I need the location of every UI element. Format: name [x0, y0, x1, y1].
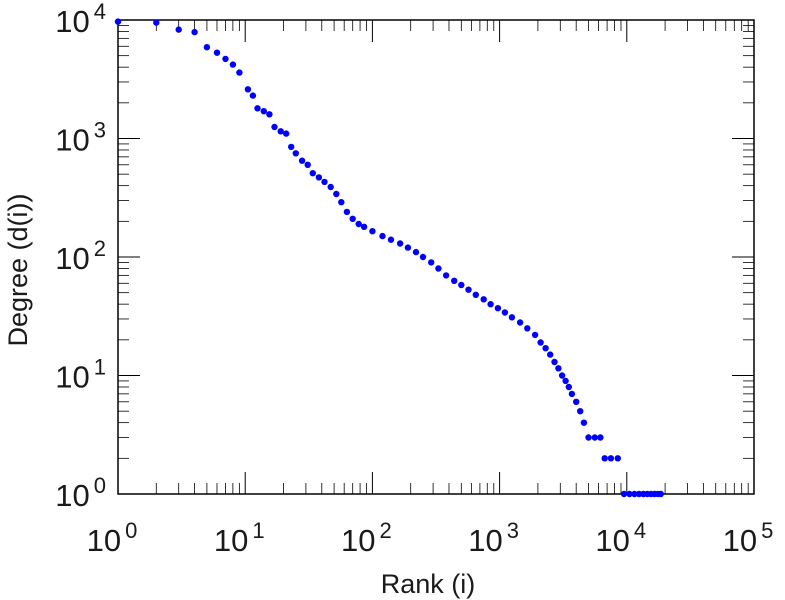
data-point [271, 123, 278, 131]
data-point [114, 18, 122, 25]
data-point [153, 19, 160, 26]
data-point [254, 105, 261, 112]
data-point [580, 419, 588, 426]
data-point [465, 286, 472, 293]
data-point [585, 434, 592, 441]
data-point [277, 128, 284, 135]
data-point [288, 143, 295, 151]
major-ticks [118, 20, 754, 494]
minor-ticks [118, 20, 754, 494]
data-point [573, 398, 580, 405]
data-point [620, 490, 628, 498]
data-point [501, 309, 509, 316]
x-tick-label: 10 3 [468, 518, 519, 558]
data-point [236, 69, 243, 76]
data-point [315, 174, 323, 181]
data-point [304, 161, 311, 168]
data-point [480, 296, 487, 303]
y-tick-label: 10 1 [55, 355, 106, 395]
data-point [435, 265, 442, 272]
x-tick-labels: 10 0 10 1 10 2 10 3 10 4 10 5 [87, 518, 774, 558]
data-point [577, 408, 584, 415]
data-point [558, 372, 566, 379]
data-point [298, 157, 306, 164]
data-point [568, 390, 576, 398]
data-point [283, 130, 290, 137]
data-point [626, 490, 633, 498]
data-point [266, 111, 273, 118]
data-point [396, 240, 404, 247]
x-tick-label: 10 4 [595, 518, 646, 558]
data-point [547, 351, 554, 358]
data-point [244, 86, 252, 93]
data-point [333, 190, 340, 198]
data-point [175, 26, 182, 33]
y-tick-label: 10 4 [55, 0, 106, 39]
data-point [537, 339, 544, 346]
x-tick-label: 10 0 [87, 518, 138, 558]
data-point [487, 301, 494, 308]
data-point [404, 244, 412, 251]
data-point [531, 331, 539, 339]
x-tick-label: 10 5 [723, 518, 774, 558]
data-point [551, 358, 558, 366]
data-point [327, 183, 334, 191]
data-point [631, 490, 638, 498]
data-point [229, 61, 237, 68]
data-point [191, 28, 198, 36]
y-tick-label: 10 3 [55, 118, 106, 158]
data-point [379, 232, 386, 240]
data-point [458, 281, 465, 289]
data-point [601, 455, 608, 462]
data-point [428, 259, 435, 266]
data-point [494, 305, 502, 312]
data-point [591, 434, 598, 441]
data-point [355, 220, 362, 228]
data-point [292, 150, 299, 157]
data-point [260, 108, 267, 115]
data-point [412, 248, 420, 256]
data-point [369, 228, 376, 235]
data-points [114, 18, 664, 498]
data-point [555, 365, 562, 372]
data-point [508, 314, 516, 321]
data-point [309, 170, 316, 177]
data-point [542, 345, 549, 352]
data-point [472, 291, 479, 298]
data-point [203, 44, 211, 51]
x-axis-label: Rank (i) [381, 569, 476, 599]
x-tick-label: 10 1 [214, 518, 265, 558]
data-point [562, 377, 569, 385]
data-point [321, 178, 328, 186]
data-point [597, 434, 604, 441]
data-point [516, 319, 524, 326]
data-point [442, 272, 450, 279]
data-point [222, 55, 229, 63]
data-point [349, 215, 356, 222]
data-point [338, 199, 345, 206]
data-point [524, 325, 531, 332]
data-point [565, 383, 572, 391]
data-point [343, 208, 351, 216]
data-point [614, 455, 621, 462]
y-axis-label: Degree (d(i)) [3, 193, 33, 346]
data-point [657, 490, 664, 498]
y-tick-label: 10 0 [55, 473, 106, 513]
data-point [387, 236, 395, 243]
data-point [360, 223, 368, 230]
plot-frame [117, 19, 755, 495]
y-tick-label: 10 2 [55, 236, 106, 276]
x-tick-label: 10 2 [341, 518, 392, 558]
data-point [451, 277, 458, 284]
data-point [213, 49, 221, 56]
data-point [607, 455, 615, 462]
data-point [249, 92, 257, 99]
data-point [419, 253, 427, 261]
